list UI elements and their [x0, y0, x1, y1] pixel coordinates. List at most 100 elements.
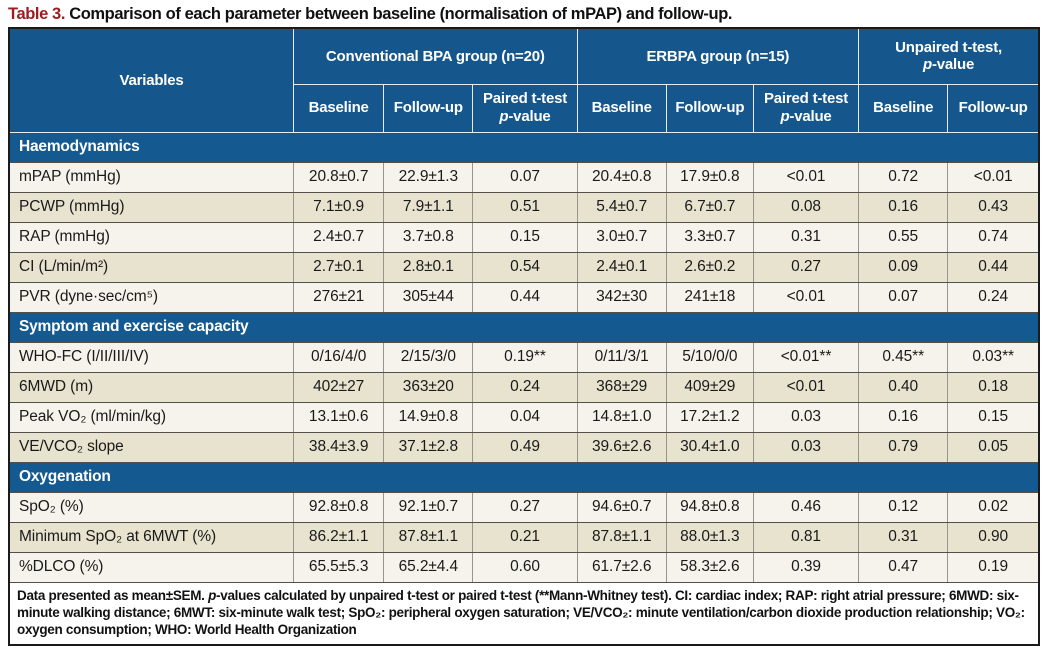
data-cell: 0.43 [947, 191, 1040, 223]
data-cell: 87.8±1.1 [576, 521, 667, 553]
table-row: RAP (mmHg) 2.4±0.7 3.7±0.8 0.15 3.0±0.7 3.3±0… [8, 221, 1040, 253]
col-header-variables: Variables [8, 27, 295, 133]
data-cell: 0.27 [752, 251, 860, 283]
data-cell: 0.08 [752, 191, 860, 223]
data-cell: 17.2±1.2 [665, 401, 754, 433]
data-cell: 2.8±0.1 [383, 251, 474, 283]
table-title: Table 3. Comparison of each parameter be… [8, 5, 1040, 24]
data-cell: <0.01 [752, 281, 860, 313]
data-cell: 409±29 [665, 371, 754, 403]
variable-name: Minimum SpO₂ at 6MWT (%) [8, 521, 295, 553]
data-cell: 6.7±0.7 [665, 191, 754, 223]
data-cell: 0.21 [472, 521, 578, 553]
table-number: Table 3. [8, 5, 66, 23]
data-cell: 0.55 [858, 221, 949, 253]
data-cell: 2.4±0.1 [576, 251, 667, 283]
variable-name: SpO₂ (%) [8, 491, 295, 523]
data-cell: 0.04 [472, 401, 578, 433]
variable-name: %DLCO (%) [8, 551, 295, 583]
data-cell: <0.01 [947, 161, 1040, 193]
data-cell: 0.44 [947, 251, 1040, 283]
data-cell: 14.8±1.0 [576, 401, 667, 433]
data-cell: <0.01** [752, 341, 860, 373]
data-cell: 0.24 [472, 371, 578, 403]
data-cell: 2.7±0.1 [293, 251, 385, 283]
data-cell: 0.18 [947, 371, 1040, 403]
data-cell: 0.12 [858, 491, 949, 523]
data-cell: 0.47 [858, 551, 949, 583]
data-cell: 0.31 [752, 221, 860, 253]
data-cell: 0.15 [472, 221, 578, 253]
data-cell: <0.01 [752, 371, 860, 403]
data-cell: 39.6±2.6 [576, 431, 667, 463]
data-cell: 20.8±0.7 [293, 161, 385, 193]
table-header: Variables Conventional BPA group (n=20) … [8, 27, 1040, 133]
data-cell: 65.5±5.3 [293, 551, 385, 583]
data-cell: 5/10/0/0 [665, 341, 754, 373]
variable-name: VE/VCO₂ slope [8, 431, 295, 463]
data-cell: 0.27 [472, 491, 578, 523]
footnote-italic-p: p [208, 587, 217, 603]
data-cell: 0.02 [947, 491, 1040, 523]
section-row: Symptom and exercise capacity [9, 311, 1039, 343]
data-cell: 17.9±0.8 [665, 161, 754, 193]
variable-name: mPAP (mmHg) [8, 161, 295, 193]
unpaired-p: p [922, 56, 932, 74]
col-header-baseline-conv: Baseline [293, 83, 385, 133]
unpaired-line1: Unpaired t-test, [895, 39, 1002, 57]
data-cell: 92.1±0.7 [383, 491, 474, 523]
variable-name: PVR (dyne·sec/cm⁵) [8, 281, 295, 313]
paired-p: p [499, 108, 509, 125]
section-row: Haemodynamics [9, 131, 1039, 163]
data-cell: 65.2±4.4 [383, 551, 474, 583]
data-cell: 94.6±0.7 [576, 491, 667, 523]
data-cell: 58.3±2.6 [665, 551, 754, 583]
col-header-followup-conv: Follow-up [383, 83, 474, 133]
data-cell: 0.24 [947, 281, 1040, 313]
data-cell: 86.2±1.1 [293, 521, 385, 553]
data-cell: 87.8±1.1 [383, 521, 474, 553]
data-cell: 22.9±1.3 [383, 161, 474, 193]
data-cell: 0.19 [947, 551, 1040, 583]
section-row: Oxygenation [9, 461, 1039, 493]
data-cell: 0.07 [858, 281, 949, 313]
table-row: SpO₂ (%) 92.8±0.8 92.1±0.7 0.27 94.6±0.7 94.8… [8, 491, 1040, 523]
table-body: Haemodynamics mPAP (mmHg) 20.8±0.7 22.9±1.3… [8, 131, 1040, 583]
data-cell: 0.16 [858, 191, 949, 223]
section-header: Haemodynamics [9, 131, 1039, 163]
table-row: mPAP (mmHg) 20.8±0.7 22.9±1.3 0.07 20.4±0.8 1… [8, 161, 1040, 193]
group-header-unpaired-ttest: Unpaired t-test, p-value [858, 27, 1040, 85]
variable-name: RAP (mmHg) [8, 221, 295, 253]
data-cell: 0.03 [752, 431, 860, 463]
variable-name: CI (L/min/m²) [8, 251, 295, 283]
data-cell: 0.16 [858, 401, 949, 433]
footnote-part1: Data presented as mean±SEM. [17, 587, 209, 603]
paired-rest: -value [789, 108, 832, 125]
variable-name: Peak VO₂ (ml/min/kg) [8, 401, 295, 433]
data-cell: 0.44 [472, 281, 578, 313]
data-cell: 342±30 [576, 281, 667, 313]
comparison-table: Variables Conventional BPA group (n=20) … [8, 27, 1040, 647]
group-header-erbpa: ERBPA group (n=15) [576, 27, 860, 85]
table-row: PCWP (mmHg) 7.1±0.9 7.9±1.1 0.51 5.4±0.7 6.7±… [8, 191, 1040, 223]
data-cell: 0.46 [752, 491, 860, 523]
col-header-followup-erbpa: Follow-up [665, 83, 754, 133]
data-cell: 363±20 [383, 371, 474, 403]
col-header-followup-unpaired: Follow-up [947, 83, 1040, 133]
data-cell: 0.60 [472, 551, 578, 583]
data-cell: 2.6±0.2 [665, 251, 754, 283]
data-cell: 3.7±0.8 [383, 221, 474, 253]
footnote-part2: -values calculated by unpaired t-test or… [17, 587, 1025, 638]
variable-name: 6MWD (m) [8, 371, 295, 403]
paired-line1: Paired t-test [763, 89, 849, 107]
data-cell: 0/16/4/0 [293, 341, 385, 373]
data-cell: 0/11/3/1 [576, 341, 667, 373]
data-cell: 94.8±0.8 [665, 491, 754, 523]
paired-p: p [780, 108, 790, 125]
data-cell: 305±44 [383, 281, 474, 313]
data-cell: 20.4±0.8 [576, 161, 667, 193]
data-cell: 92.8±0.8 [293, 491, 385, 523]
data-cell: 402±27 [293, 371, 385, 403]
data-cell: 0.74 [947, 221, 1040, 253]
data-cell: 241±18 [665, 281, 754, 313]
